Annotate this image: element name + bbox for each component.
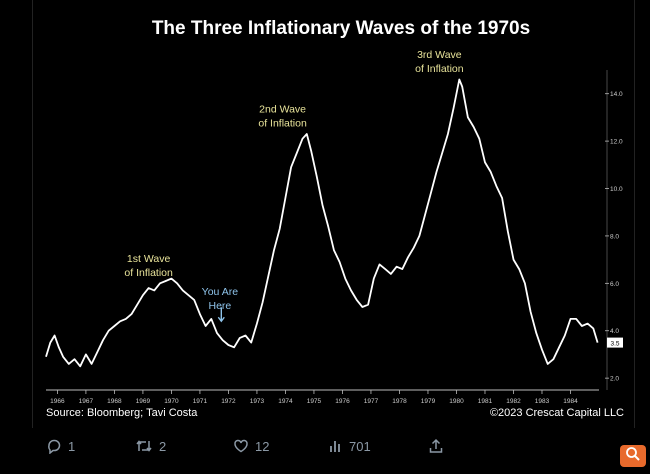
copyright-label: ©2023 Crescat Capital LLC (490, 407, 624, 419)
annotation-label: 3rd Wave (417, 49, 462, 61)
plot-area: 1966 1967 1968 1969 1970 1971 1972 1973 1974 1975… (45, 49, 623, 405)
x-tick-label: 1969 (136, 398, 151, 405)
like-button[interactable]: 12 (233, 436, 269, 456)
like-count: 12 (255, 438, 270, 454)
retweet-button[interactable]: 2 (135, 436, 166, 456)
zoom-button[interactable] (620, 445, 646, 467)
annotation-label: of Inflation (124, 267, 173, 279)
x-tick-label: 1983 (535, 398, 550, 405)
x-tick-label: 1979 (421, 398, 436, 405)
chart-image[interactable]: The Three Inflationary Waves of the 1970… (32, 0, 635, 428)
y-tick-label: 10.0 (610, 186, 623, 193)
x-tick-label: 1974 (278, 398, 293, 405)
inflation-series-line (45, 78, 599, 368)
x-tick-label: 1977 (364, 398, 379, 405)
share-icon (428, 438, 444, 454)
view-count: 701 (349, 438, 371, 454)
current-value-label: 3.5 (610, 341, 619, 348)
x-tick-label: 1976 (335, 398, 350, 405)
annotation-label: You Are (202, 286, 239, 298)
annotation-label: 2nd Wave (259, 104, 306, 116)
annotation-label: of Inflation (415, 63, 464, 75)
like-icon (233, 438, 249, 454)
x-tick-label: 1980 (449, 398, 464, 405)
chart-svg: The Three Inflationary Waves of the 1970… (45, 18, 624, 419)
y-tick-label: 8.0 (610, 233, 619, 240)
x-tick-label: 1972 (221, 398, 236, 405)
retweet-icon (135, 438, 153, 454)
x-tick-label: 1971 (193, 398, 208, 405)
y-tick-label: 6.0 (610, 281, 619, 288)
zoom-icon (625, 446, 641, 467)
you-are-here-arrowhead (217, 316, 225, 323)
views-button[interactable]: 701 (329, 436, 371, 456)
y-tick-label: 12.0 (610, 139, 623, 146)
x-tick-label: 1982 (506, 398, 521, 405)
current-value-box (607, 337, 623, 348)
views-icon (329, 438, 343, 454)
annotation-label: of Inflation (258, 118, 307, 130)
x-tick-label: 1968 (107, 398, 122, 405)
x-tick-label: 1970 (164, 398, 179, 405)
reply-button[interactable]: 1 (46, 436, 75, 456)
x-tick-label: 1975 (307, 398, 322, 405)
y-tick-label: 14.0 (610, 91, 623, 98)
source-label: Source: Bloomberg; Tavi Costa (46, 407, 198, 419)
annotation-label: Here (208, 300, 231, 312)
share-button[interactable] (428, 436, 444, 456)
reply-icon (46, 438, 62, 454)
y-tick-label: 4.0 (610, 328, 619, 335)
chart-title: The Three Inflationary Waves of the 1970… (152, 18, 530, 39)
retweet-count: 2 (159, 438, 167, 454)
reply-count: 1 (68, 438, 76, 454)
x-tick-label: 1973 (250, 398, 265, 405)
annotation-label: 1st Wave (127, 253, 171, 265)
x-tick-label: 1966 (50, 398, 65, 405)
x-tick-label: 1967 (79, 398, 94, 405)
x-tick-label: 1981 (478, 398, 493, 405)
x-tick-label: 1978 (392, 398, 407, 405)
y-tick-label: 2.0 (610, 376, 619, 383)
x-tick-label: 1984 (563, 398, 578, 405)
